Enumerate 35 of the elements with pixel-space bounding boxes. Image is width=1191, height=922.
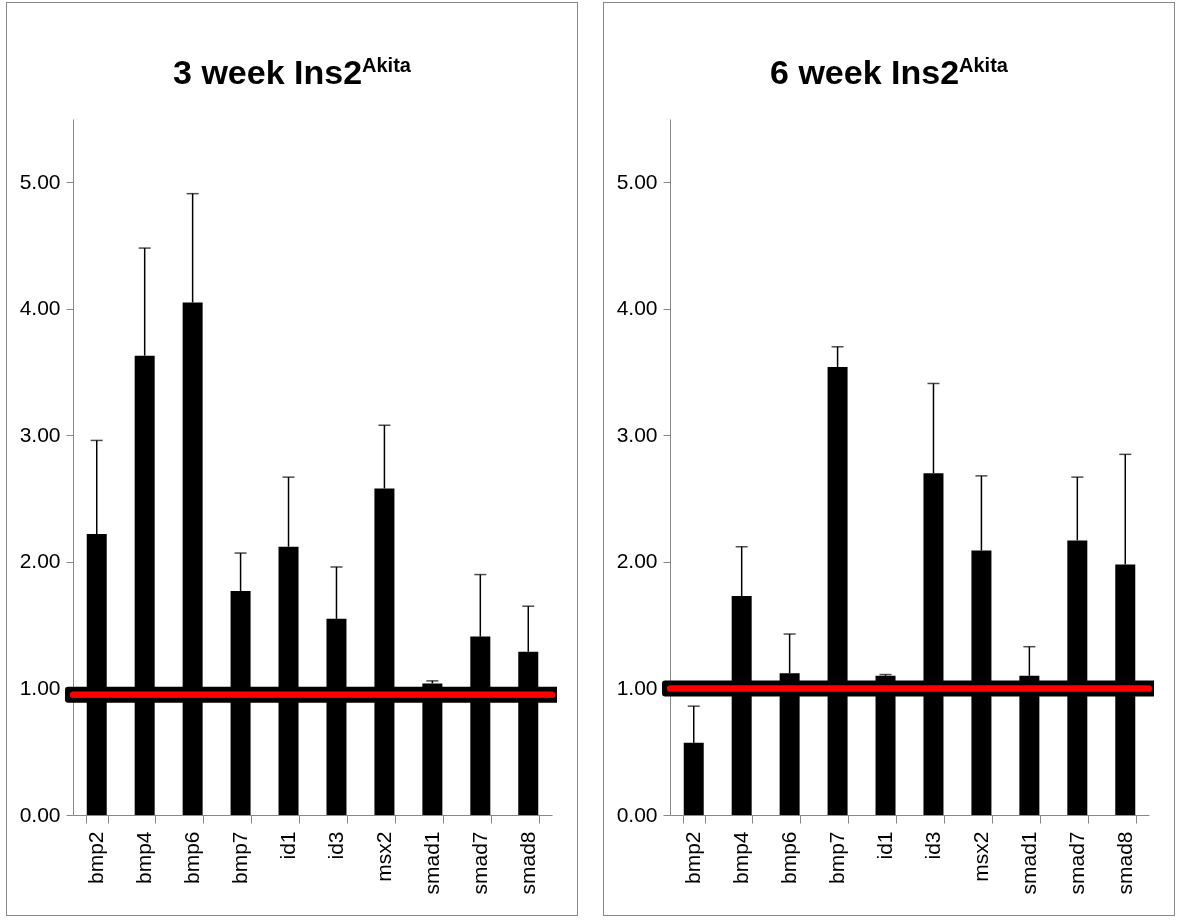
x-tick-label: bmp6 — [777, 831, 801, 885]
y-tick-label: 4.00 — [616, 296, 658, 320]
chart-title: 3 week Ins2$^{Akita}$ — [172, 52, 412, 94]
x-tick-label: id3 — [323, 831, 347, 860]
x-tick-label: smad7 — [1064, 831, 1088, 895]
x-tick-label: msx2 — [371, 831, 395, 882]
x-tick-label: smad7 — [467, 831, 491, 895]
x-tick-label: bmp7 — [228, 831, 252, 885]
y-tick-label: 3.00 — [19, 422, 61, 446]
x-tick-label: bmp4 — [132, 831, 156, 885]
y-tick-label: 2.00 — [19, 549, 61, 573]
x-tick-label: smad8 — [515, 831, 539, 895]
x-tick-label: bmp7 — [825, 831, 849, 885]
y-tick-label: 0.00 — [19, 802, 61, 826]
x-tick-label: bmp2 — [84, 831, 108, 885]
x-tick-label: smad1 — [419, 831, 443, 895]
y-tick-label: 2.00 — [616, 549, 658, 573]
x-tick-label: smad8 — [1112, 831, 1136, 895]
y-tick-label: 3.00 — [616, 422, 658, 446]
y-tick-label: 1.00 — [616, 675, 658, 699]
y-tick-label: 4.00 — [19, 296, 61, 320]
x-tick-label: bmp2 — [681, 831, 705, 885]
y-tick-label: 5.00 — [19, 169, 61, 193]
x-tick-label: id1 — [873, 831, 897, 860]
x-tick-label: id3 — [920, 831, 944, 860]
x-tick-label: msx2 — [968, 831, 992, 882]
bar — [875, 675, 896, 815]
y-tick-label: 5.00 — [616, 169, 658, 193]
y-tick-label: 1.00 — [19, 675, 61, 699]
y-tick-label: 0.00 — [616, 802, 658, 826]
x-tick-label: bmp4 — [729, 831, 753, 885]
x-tick-label: smad1 — [1016, 831, 1040, 895]
x-tick-label: bmp6 — [180, 831, 204, 885]
x-tick-label: id1 — [276, 831, 300, 860]
chart-title: 6 week Ins2$^{Akita}$ — [769, 52, 1009, 94]
